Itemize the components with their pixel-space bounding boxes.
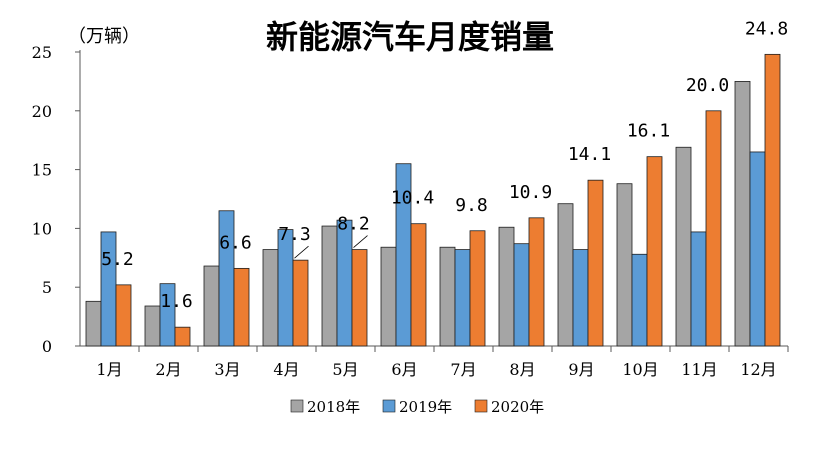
bar-2018年-1月	[85, 300, 102, 347]
bar-2018年-7月	[439, 246, 456, 347]
bar-2020年-7月	[469, 230, 486, 347]
bar-2020年-12月	[764, 53, 781, 347]
legend-swatch-2018年	[290, 399, 304, 413]
bar-2018年-12月	[734, 81, 751, 347]
y-tick-label: 20	[32, 102, 52, 121]
data-label-2020-3月: 6.6	[219, 232, 252, 253]
bar-2019年-4月	[277, 229, 294, 347]
legend-label-2018年: 2018年	[307, 398, 360, 416]
bar-2018年-6月	[380, 246, 397, 347]
bar-2020年-9月	[587, 179, 604, 347]
bar-2020年-3月	[233, 267, 250, 347]
bars	[85, 53, 781, 347]
y-tick-label: 15	[32, 161, 52, 180]
bar-2018年-2月	[144, 305, 161, 347]
x-tick-label: 1月	[96, 360, 122, 379]
x-tick-label: 12月	[740, 360, 776, 379]
bar-2020年-1月	[115, 284, 132, 347]
bar-2018年-4月	[262, 249, 279, 347]
x-tick-label: 6月	[391, 360, 417, 379]
x-tick-label: 11月	[681, 360, 717, 379]
data-label-2020-1月: 5.2	[101, 249, 134, 270]
x-tick-label: 2月	[155, 360, 181, 379]
legend: 2018年 2019年 2020年	[290, 398, 544, 416]
x-tick-label: 10月	[622, 360, 658, 379]
legend-swatch-2020年	[474, 399, 488, 413]
data-label-2020-9月: 14.1	[568, 144, 611, 165]
data-label-2020-6月: 10.4	[391, 188, 434, 209]
data-label-leader-line	[353, 235, 368, 248]
bar-2018年-11月	[675, 146, 692, 347]
legend-swatch-2019年	[382, 399, 396, 413]
x-tick-label: 9月	[568, 360, 594, 379]
bar-2020年-11月	[705, 110, 722, 347]
data-label-2020-10月: 16.1	[627, 121, 670, 142]
y-tick-label: 5	[42, 278, 52, 297]
bar-2020年-5月	[351, 249, 368, 347]
bar-2018年-8月	[498, 226, 515, 347]
bar-2019年-2月	[159, 283, 176, 347]
bar-2020年-10月	[646, 156, 663, 347]
bar-2019年-11月	[690, 231, 707, 347]
bar-2020年-8月	[528, 217, 545, 347]
data-label-leader-line	[294, 245, 309, 259]
data-labels: 5.2 1.6 6.6 7.3 8.2 10.4 9.8 10.9 14.1 16.1 20.0 24…	[101, 18, 788, 312]
bar-2020年-4月	[292, 259, 309, 347]
chart-title: 新能源汽车月度销量	[266, 18, 554, 56]
x-tick-label: 3月	[214, 360, 240, 379]
bar-2019年-3月	[218, 210, 235, 347]
y-axis-unit-label: （万辆）	[68, 26, 140, 47]
data-label-2020-4月: 7.3	[278, 224, 311, 245]
bar-2019年-5月	[336, 219, 353, 347]
bar-2019年-12月	[749, 151, 766, 347]
bar-2020年-2月	[174, 326, 191, 347]
bar-2018年-5月	[321, 225, 338, 347]
bar-2019年-9月	[572, 249, 589, 347]
data-label-2020-12月: 24.8	[745, 18, 788, 39]
bar-2019年-8月	[513, 243, 530, 347]
y-tick-label: 0	[42, 337, 52, 356]
data-label-2020-7月: 9.8	[455, 195, 488, 216]
y-tick-label: 25	[32, 43, 52, 62]
data-label-2020-8月: 10.9	[509, 182, 552, 203]
x-tick-label: 4月	[273, 360, 299, 379]
bar-2018年-3月	[203, 265, 220, 347]
y-tick-label: 10	[32, 219, 52, 238]
bar-2018年-9月	[557, 203, 574, 347]
axes: 0 5 10 15 20 25 1月 2月 3月 4月 5月 6月 7月 8月 9月 10月 11月 12月	[32, 43, 789, 379]
legend-label-2019年: 2019年	[399, 398, 452, 416]
bar-2020年-6月	[410, 223, 427, 347]
bar-2019年-7月	[454, 249, 471, 347]
data-label-2020-11月: 20.0	[686, 75, 729, 96]
legend-label-2020年: 2020年	[491, 398, 544, 416]
x-tick-label: 7月	[450, 360, 476, 379]
x-tick-label: 5月	[332, 360, 358, 379]
bar-2018年-10月	[616, 183, 633, 347]
bar-2019年-10月	[631, 253, 648, 347]
x-tick-label: 8月	[509, 360, 535, 379]
data-label-2020-2月: 1.6	[160, 291, 193, 312]
data-label-2020-5月: 8.2	[337, 214, 370, 235]
